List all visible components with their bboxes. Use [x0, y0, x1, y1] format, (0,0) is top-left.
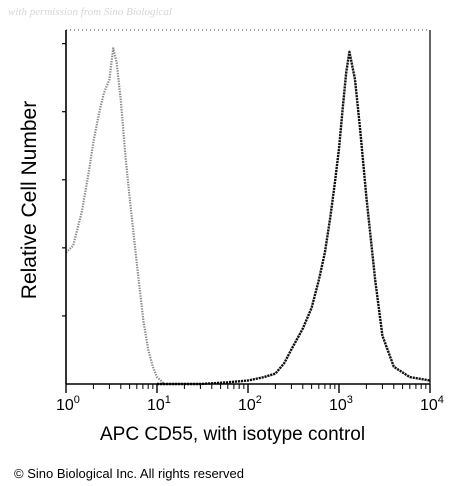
x-tick-label: 104 — [420, 394, 444, 414]
x-tick-label: 101 — [147, 394, 171, 414]
series-trace-cd55 — [157, 50, 431, 386]
y-axis-label: Relative Cell Number — [18, 100, 41, 300]
series-trace-isotype — [65, 47, 165, 385]
watermark-text: with permission from Sino Biological — [8, 6, 172, 18]
x-axis-label: APC CD55, with isotype control — [100, 424, 366, 445]
x-tick-label: 103 — [329, 394, 353, 414]
x-tick-label: 100 — [56, 394, 80, 414]
x-tick-label: 102 — [238, 394, 262, 414]
copyright-text: © Sino Biological Inc. All rights reserv… — [14, 466, 244, 481]
